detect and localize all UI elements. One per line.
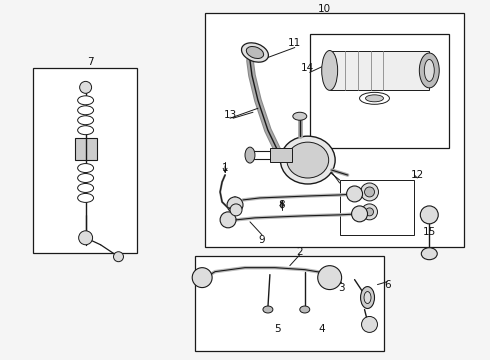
Bar [74, 138, 97, 160]
Circle shape [318, 266, 342, 289]
Ellipse shape [300, 306, 310, 313]
Ellipse shape [77, 184, 94, 193]
Text: 15: 15 [423, 227, 436, 237]
Circle shape [366, 208, 373, 216]
Bar [195, 256, 385, 351]
Ellipse shape [421, 248, 437, 260]
Ellipse shape [293, 112, 307, 120]
Text: 2: 2 [296, 247, 303, 257]
Bar [205, 13, 464, 247]
Circle shape [352, 206, 368, 222]
Bar [270, 148, 292, 162]
Bar [33, 68, 137, 253]
Circle shape [114, 252, 123, 262]
Ellipse shape [77, 116, 94, 125]
Ellipse shape [287, 142, 329, 178]
Circle shape [227, 197, 243, 213]
Ellipse shape [77, 106, 94, 115]
Circle shape [362, 316, 377, 332]
Text: 9: 9 [259, 235, 265, 245]
Ellipse shape [77, 126, 94, 135]
Circle shape [420, 206, 438, 224]
Circle shape [192, 268, 212, 288]
Circle shape [346, 186, 363, 202]
Ellipse shape [242, 43, 269, 62]
Ellipse shape [77, 163, 94, 172]
Bar [330, 50, 429, 90]
Ellipse shape [77, 174, 94, 183]
Bar [310, 33, 449, 148]
Text: 5: 5 [274, 324, 281, 334]
Ellipse shape [77, 193, 94, 202]
Circle shape [80, 81, 92, 93]
Ellipse shape [77, 96, 94, 105]
Ellipse shape [424, 59, 434, 81]
Ellipse shape [246, 46, 264, 58]
Text: 4: 4 [318, 324, 325, 334]
Circle shape [365, 187, 374, 197]
Circle shape [361, 183, 378, 201]
Text: 3: 3 [338, 283, 345, 293]
Ellipse shape [263, 306, 273, 313]
Circle shape [362, 204, 377, 220]
Circle shape [230, 204, 242, 216]
Circle shape [220, 212, 236, 228]
Ellipse shape [361, 287, 374, 309]
Ellipse shape [366, 95, 384, 102]
Text: 10: 10 [318, 4, 331, 14]
Text: 12: 12 [411, 170, 424, 180]
Text: 14: 14 [301, 63, 315, 73]
Text: 8: 8 [278, 200, 285, 210]
Text: 7: 7 [87, 58, 94, 67]
Text: 11: 11 [288, 37, 301, 48]
Ellipse shape [360, 92, 390, 104]
Text: 1: 1 [222, 163, 228, 173]
Circle shape [78, 231, 93, 245]
Ellipse shape [280, 136, 335, 184]
Bar [340, 180, 415, 235]
Ellipse shape [419, 53, 439, 88]
Text: 6: 6 [384, 280, 391, 289]
Ellipse shape [245, 147, 255, 163]
Ellipse shape [322, 50, 338, 90]
Text: 13: 13 [223, 110, 237, 120]
Ellipse shape [364, 292, 371, 303]
